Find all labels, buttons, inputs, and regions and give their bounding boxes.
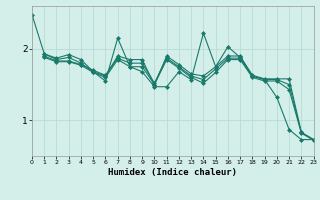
X-axis label: Humidex (Indice chaleur): Humidex (Indice chaleur) — [108, 168, 237, 177]
